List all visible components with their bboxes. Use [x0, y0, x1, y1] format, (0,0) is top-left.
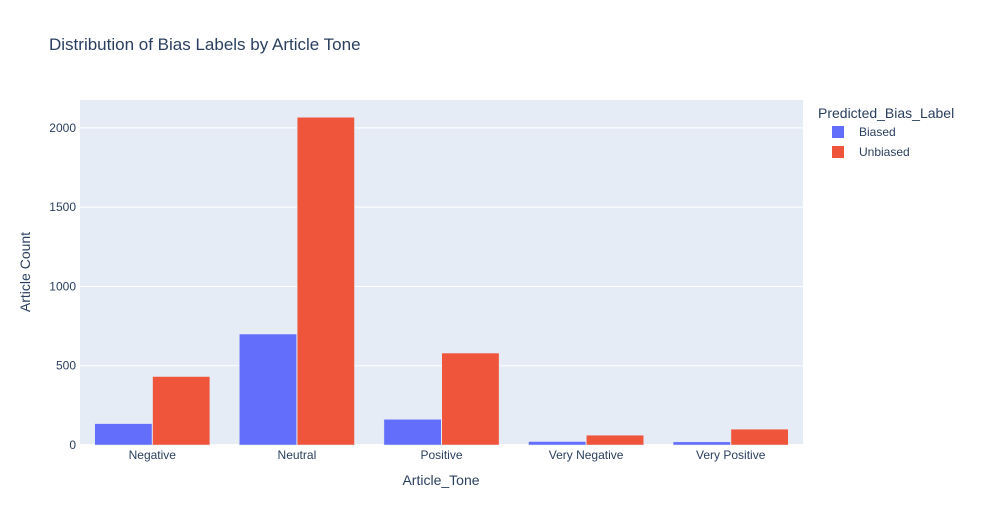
bar-biased-very-positive[interactable]: [672, 441, 731, 446]
x-tick-label: Positive: [420, 448, 462, 462]
x-tick-label: Neutral: [278, 448, 317, 462]
bars: [94, 117, 789, 446]
y-tick-label: 1000: [49, 279, 76, 293]
y-tick-label: 2000: [49, 121, 76, 135]
bar-biased-very-negative[interactable]: [528, 441, 587, 446]
legend[interactable]: Predicted_Bias_Label Biased Unbiased: [818, 105, 954, 159]
y-tick-labels: 0 500 1000 1500 2000: [49, 121, 76, 452]
y-tick-label: 500: [56, 359, 76, 373]
chart-title: Distribution of Bias Labels by Article T…: [49, 35, 361, 54]
y-tick-label: 0: [69, 438, 76, 452]
x-tick-label: Negative: [129, 448, 177, 462]
bar-unbiased-positive[interactable]: [441, 352, 500, 446]
y-tick-label: 1500: [49, 200, 76, 214]
bar-biased-positive[interactable]: [383, 419, 442, 446]
bar-biased-negative[interactable]: [94, 423, 153, 446]
x-tick-labels: Negative Neutral Positive Very Negative Very…: [129, 448, 766, 462]
bar-unbiased-very-positive[interactable]: [730, 428, 789, 446]
y-axis-title: Article Count: [17, 232, 33, 312]
legend-swatch-unbiased[interactable]: [832, 146, 844, 158]
bar-unbiased-very-negative[interactable]: [586, 434, 644, 446]
legend-label-unbiased[interactable]: Unbiased: [859, 145, 910, 159]
x-tick-label: Very Negative: [549, 448, 624, 462]
bar-unbiased-negative[interactable]: [152, 376, 211, 446]
bar-biased-neutral[interactable]: [239, 333, 297, 446]
bar-unbiased-neutral[interactable]: [296, 117, 355, 446]
legend-title: Predicted_Bias_Label: [818, 105, 954, 121]
legend-label-biased[interactable]: Biased: [859, 125, 896, 139]
x-tick-label: Very Positive: [696, 448, 766, 462]
legend-swatch-biased[interactable]: [832, 126, 844, 138]
x-axis-title: Article_Tone: [402, 472, 479, 488]
